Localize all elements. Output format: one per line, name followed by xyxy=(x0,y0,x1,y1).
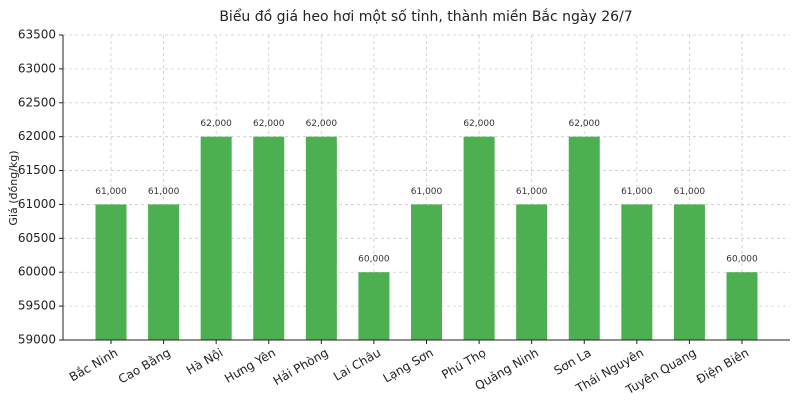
x-tick-label: Lạng Sơn xyxy=(381,346,436,386)
y-tick-label: 63500 xyxy=(18,28,56,42)
bar xyxy=(253,136,285,340)
value-label: 62,000 xyxy=(200,119,232,129)
y-tick-label: 63000 xyxy=(18,61,56,75)
x-tick-label: Sơn La xyxy=(551,346,593,378)
value-label: 62,000 xyxy=(306,119,338,129)
y-axis-label: Giá (đồng/kg) xyxy=(7,150,20,225)
y-tick-label: 59500 xyxy=(18,299,56,313)
value-label: 61,000 xyxy=(95,187,127,197)
x-tick-label: Bắc Ninh xyxy=(67,346,120,385)
y-tick-label: 61000 xyxy=(18,197,56,211)
bar xyxy=(673,204,705,340)
bar xyxy=(95,204,127,340)
x-tick-label: Hà Nội xyxy=(184,346,226,378)
bar xyxy=(568,136,600,340)
x-tick-label: Cao Bằng xyxy=(116,346,173,387)
value-label: 61,000 xyxy=(674,187,706,197)
x-tick-label: Hưng Yên xyxy=(222,346,278,386)
bar xyxy=(463,136,495,340)
y-tick-label: 60000 xyxy=(18,265,56,279)
bar xyxy=(305,136,337,340)
bar xyxy=(411,204,442,340)
value-label: 61,000 xyxy=(516,187,548,197)
value-label: 60,000 xyxy=(726,255,758,265)
bar xyxy=(200,136,232,340)
value-label: 62,000 xyxy=(463,119,495,129)
y-tick-label: 62000 xyxy=(18,129,56,143)
chart-title: Biểu đồ giá heo hơi một số tỉnh, thành m… xyxy=(219,8,632,25)
value-label: 61,000 xyxy=(411,187,443,197)
value-label: 62,000 xyxy=(569,119,601,129)
bar xyxy=(726,272,758,340)
y-tick-label: 59000 xyxy=(18,333,56,347)
bar xyxy=(148,204,180,340)
bar xyxy=(516,204,548,340)
y-tick-label: 60500 xyxy=(18,231,56,245)
y-tick-label: 61500 xyxy=(18,163,56,177)
x-tick-label: Điện Biên xyxy=(694,346,751,387)
x-tick-label: Hải Phòng xyxy=(271,346,331,389)
y-tick-label: 62500 xyxy=(18,95,56,109)
value-label: 61,000 xyxy=(621,187,653,197)
bar xyxy=(358,272,390,340)
value-label: 62,000 xyxy=(253,119,285,129)
value-label: 60,000 xyxy=(358,255,390,265)
value-label: 61,000 xyxy=(148,187,180,197)
bar xyxy=(621,204,653,340)
x-tick-label: Lai Châu xyxy=(331,346,383,384)
